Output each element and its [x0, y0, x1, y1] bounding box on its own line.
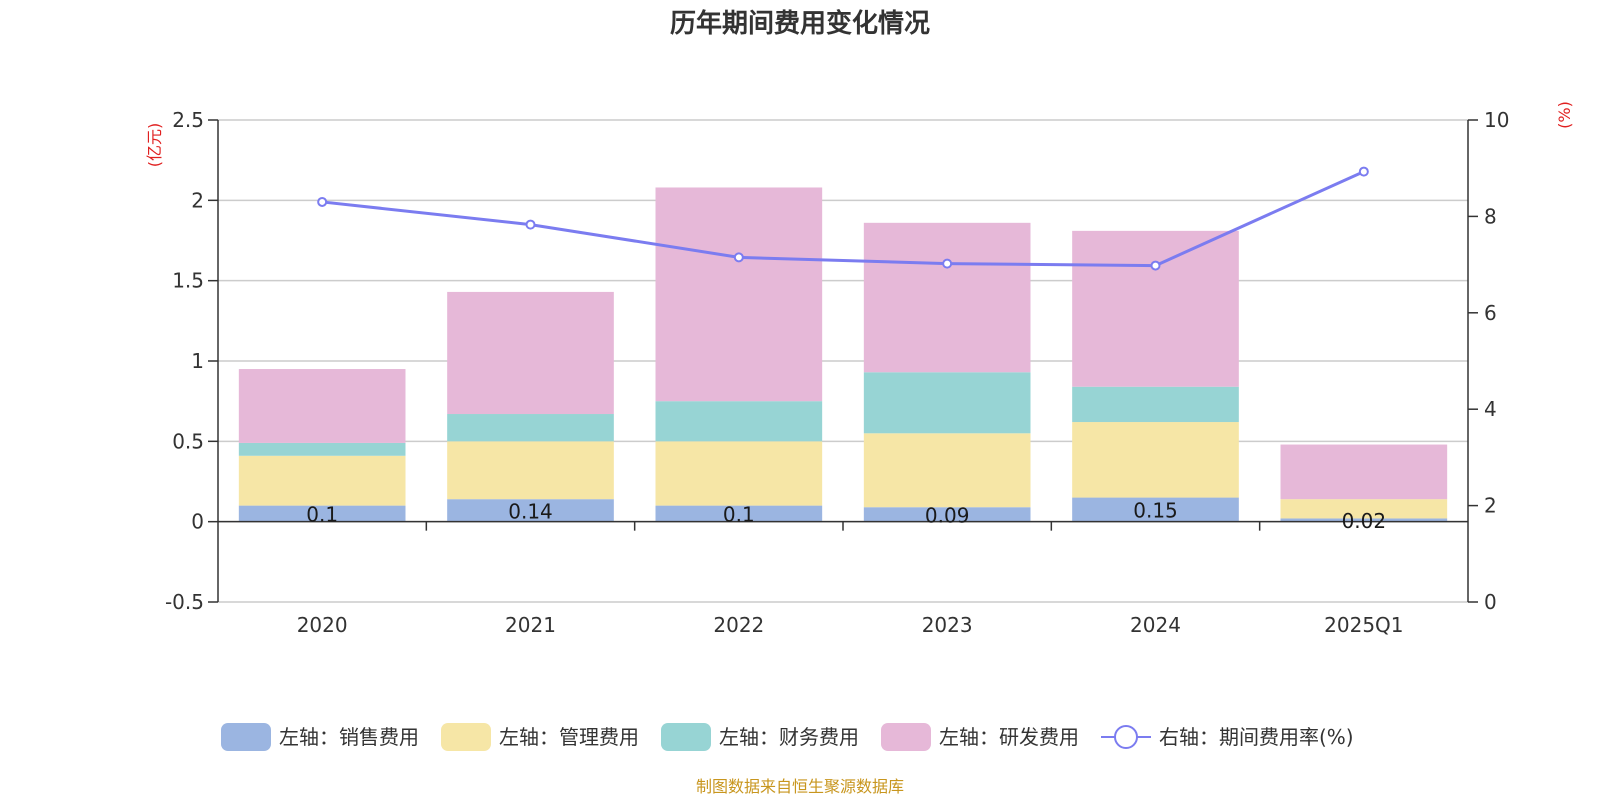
rate-point: [733, 252, 744, 263]
rate-line: [317, 166, 1369, 271]
bar-segment: [238, 455, 406, 506]
data-label: 0.14: [508, 499, 553, 523]
bar-segment: [1072, 386, 1239, 423]
rate-point: [525, 219, 536, 230]
bar-segment: [655, 401, 823, 442]
category-label: 2025Q1: [1324, 613, 1403, 637]
bar-segment: [447, 291, 614, 415]
left-tick-label: 0.5: [172, 429, 204, 453]
right-tick-label: 6: [1484, 301, 1497, 325]
legend-item: 左轴：研发费用: [881, 723, 1079, 751]
rate-point: [942, 258, 953, 269]
left-tick-label: -0.5: [165, 590, 204, 614]
legend-label: 右轴：期间费用率(%): [1159, 725, 1354, 749]
rate-point: [317, 196, 328, 207]
rate-point: [1358, 166, 1369, 177]
legend-item: 右轴：期间费用率(%): [1101, 725, 1354, 749]
data-label: 0.1: [306, 503, 338, 527]
left-axis-unit: (亿元): [145, 123, 164, 168]
bar-segment: [863, 507, 1031, 522]
bar-segment: [655, 505, 823, 522]
left-tick-label: 2: [191, 188, 204, 212]
legend-swatch: [881, 723, 931, 751]
bars: [238, 187, 1448, 522]
legend-item: 左轴：财务费用: [661, 723, 859, 751]
data-label: 0.09: [925, 503, 970, 527]
data-label: 0.1: [723, 503, 755, 527]
chart-title: 历年期间费用变化情况: [670, 8, 930, 39]
bar-segment: [655, 441, 823, 506]
left-tick-label: 2.5: [172, 108, 204, 132]
bar-segment: [238, 442, 406, 456]
bar-segment: [863, 222, 1031, 373]
legend-label: 左轴：销售费用: [279, 725, 419, 749]
bar-segment: [1072, 230, 1239, 387]
legend-label: 左轴：研发费用: [939, 725, 1079, 749]
rate-line-path: [322, 170, 1365, 268]
legend-item: 左轴：销售费用: [221, 723, 419, 751]
legend-marker: [1114, 725, 1138, 749]
legend-swatch: [661, 723, 711, 751]
category-label: 2021: [505, 613, 556, 637]
category-label: 2024: [1130, 613, 1181, 637]
source-note: 制图数据来自恒生聚源数据库: [696, 777, 904, 796]
legend-swatch: [441, 723, 491, 751]
left-tick-label: 1.5: [172, 269, 204, 293]
bar-segment: [1072, 422, 1239, 498]
left-tick-label: 0: [191, 510, 204, 534]
bar-segment: [238, 505, 406, 522]
data-label: 0.15: [1133, 499, 1178, 523]
data-labels: 0.1 0.14 0.1 0.09 0.15 0.02: [306, 499, 1386, 533]
bar-segment: [447, 441, 614, 500]
right-axis-unit: (%): [1555, 101, 1574, 129]
bar-segment: [655, 187, 823, 402]
right-tick-label: 0: [1484, 590, 1497, 614]
legend-swatch: [221, 723, 271, 751]
bar-segment: [863, 372, 1031, 434]
data-label: 0.02: [1342, 509, 1387, 533]
bar-segment: [1280, 499, 1448, 519]
category-label: 2023: [922, 613, 973, 637]
legend-label: 左轴：财务费用: [719, 725, 859, 749]
bar-segment: [238, 369, 406, 443]
left-tick-label: 1: [191, 349, 204, 373]
axes: -0.5 0 0.5 1 1.5 2 2.5 0 2 4 6 8 10 2020 2021 2022 2023 2…: [165, 108, 1509, 637]
bar-segment: [1280, 444, 1448, 500]
right-tick-label: 10: [1484, 108, 1509, 132]
bar-segment: [1072, 497, 1239, 522]
legend-item: 左轴：管理费用: [441, 723, 639, 751]
category-label: 2020: [297, 613, 348, 637]
bar-segment: [863, 433, 1031, 508]
bar-segment: [1280, 518, 1448, 522]
right-tick-label: 8: [1484, 204, 1497, 228]
bar-segment: [447, 499, 614, 522]
rate-point: [1150, 260, 1161, 271]
bar-segment: [447, 414, 614, 442]
right-tick-label: 4: [1484, 397, 1497, 421]
right-tick-label: 2: [1484, 494, 1497, 518]
category-label: 2022: [713, 613, 764, 637]
legend: 左轴：销售费用 左轴：管理费用 左轴：财务费用 左轴：研发费用 右轴：期间费用率(%): [221, 723, 1354, 751]
legend-label: 左轴：管理费用: [499, 725, 639, 749]
